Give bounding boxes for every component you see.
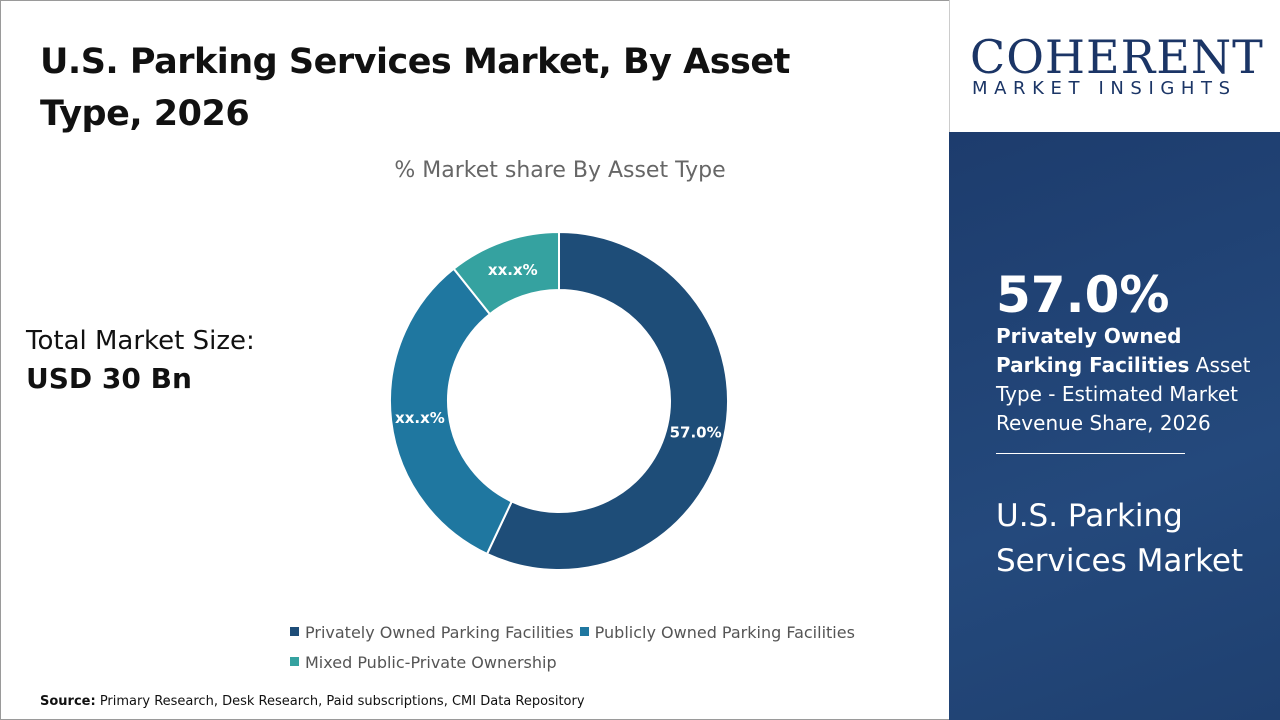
total-market-size-value: USD 30 Bn [26,362,192,395]
chart-legend: Privately Owned Parking Facilities Public… [290,618,870,678]
divider [996,453,1185,454]
legend-item: Mixed Public-Private Ownership [290,648,557,678]
source-text: Primary Research, Desk Research, Paid su… [95,694,585,709]
legend-swatch [579,627,589,636]
legend-swatch [290,627,299,636]
logo-tagline: MARKET INSIGHTS [972,78,1237,99]
highlight-value: 57.0% [996,266,1170,324]
logo-wordmark: COHERENT [970,30,1264,84]
legend-item: Privately Owned Parking Facilities [290,618,574,648]
highlight-panel: 57.0% Privately Owned Parking Facilities… [949,132,1280,720]
chart-title: % Market share By Asset Type [394,158,726,183]
source-label: Source: [40,694,96,709]
donut-chart: 57.0% xx.x% xx.x% [389,230,729,571]
total-market-size-label: Total Market Size: [26,326,255,356]
legend-label: Publicly Owned Parking Facilities [594,623,855,642]
highlight-segment: Privately Owned Parking Facilities [996,324,1190,377]
data-label: xx.x% [395,409,445,427]
donut-slice-2 [389,267,514,556]
legend-label: Privately Owned Parking Facilities [305,623,574,642]
data-label: 57.0% [670,424,722,442]
legend-swatch [290,657,299,666]
market-name: U.S. Parking Services Market [996,498,1244,579]
donut-slice-1 [485,230,729,571]
data-label: xx.x% [488,261,538,279]
highlight-text: Asset Type - Estimated Market Revenue Sh… [996,353,1251,435]
company-logo: COHERENT MARKET INSIGHTS [949,0,1280,132]
page-title: U.S. Parking Services Market, By Asset T… [40,42,790,134]
legend-label: Mixed Public-Private Ownership [305,653,557,672]
legend-item: Publicly Owned Parking Facilities [579,618,855,648]
highlight-description: Privately Owned Parking Facilities Asset… [996,322,1266,438]
source-note: Source: Primary Research, Desk Research,… [40,694,585,709]
donut-slice-3 [452,230,560,316]
